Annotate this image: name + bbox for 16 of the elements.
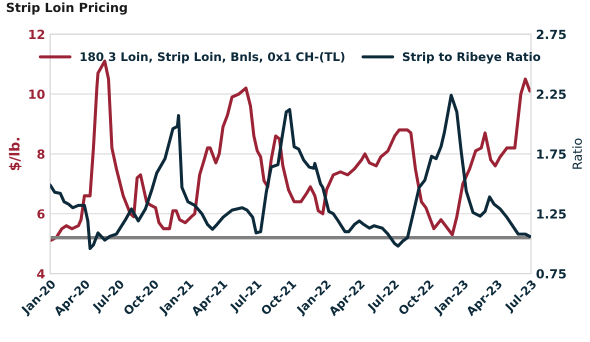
chart-title: Strip Loin Pricing — [6, 2, 127, 15]
y-tick-label: 6 — [37, 209, 45, 219]
y2-tick-label: 2.75 — [536, 30, 566, 40]
y2-tick-label: 1.25 — [537, 209, 566, 219]
y-tick-label: 4 — [37, 269, 45, 278]
line-series — [50, 94, 531, 250]
y-axis-title: $/lb. — [8, 138, 22, 170]
y2-axis-title: Ratio — [572, 138, 582, 169]
y-tick-label: 10 — [29, 90, 45, 99]
y2-tick-label: 1.75 — [537, 150, 566, 159]
legend-label: 180 3 Loin, Strip Loin, Bnls, 0x1 CH-(TL) — [80, 52, 344, 64]
y2-tick-label: 2.25 — [536, 90, 566, 99]
y2-tick-label: 0.75 — [536, 269, 566, 279]
y-tick-label: 8 — [37, 149, 45, 159]
legend-label: Strip to Ribeye Ratio — [402, 52, 540, 64]
y-tick-label: 12 — [29, 30, 44, 39]
